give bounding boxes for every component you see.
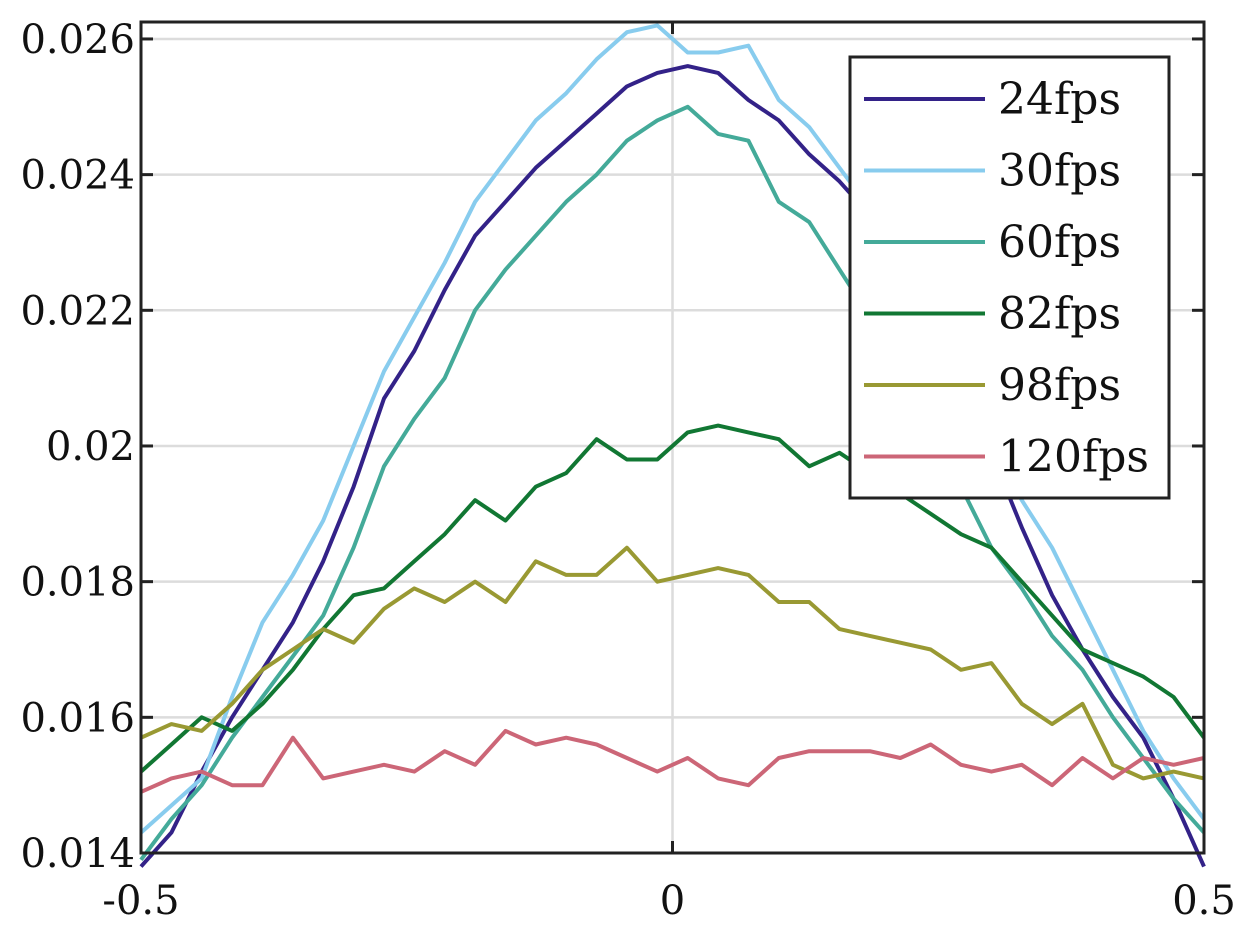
series-line-82fps [139, 423, 1206, 774]
y-tick-labels: 0.014 0.016 0.018 0.02 0.022 0.024 0.026 [20, 17, 135, 877]
legend-label-60fps: 60fps [998, 217, 1121, 268]
series-line-120fps [140, 728, 1205, 794]
legend-box [848, 55, 1171, 500]
y-tick-label: 0.018 [20, 560, 135, 606]
tick-marks [139, 22, 1206, 855]
y-tick-label: 0.016 [20, 695, 135, 741]
x-tick-labels: -0.5 0 0.5 [102, 878, 1235, 924]
series-line-24fps [139, 64, 1206, 868]
x-tick-label: 0.5 [1172, 878, 1236, 924]
legend-label-98fps: 98fps [998, 360, 1121, 411]
y-tick-label: 0.024 [20, 153, 135, 199]
y-tick-label: 0.02 [46, 424, 135, 470]
x-tick-label: -0.5 [102, 878, 179, 924]
series-line-98fps [140, 545, 1205, 781]
legend: 24fps 30fps 60fps 82fps 98fps 120fps [848, 55, 1171, 500]
y-tick-label: 0.026 [20, 17, 135, 63]
series-line-60fps [139, 104, 1206, 861]
series-line-30fps [139, 23, 1206, 835]
y-tick-label: 0.014 [20, 831, 135, 877]
legend-label-30fps: 30fps [998, 146, 1121, 197]
x-tick-label: 0 [660, 878, 685, 924]
plot-lines [139, 23, 1206, 868]
legend-label-120fps: 120fps [998, 432, 1149, 483]
y-tick-label: 0.022 [20, 288, 135, 334]
legend-label-24fps: 24fps [998, 74, 1121, 125]
legend-label-82fps: 82fps [998, 289, 1121, 340]
